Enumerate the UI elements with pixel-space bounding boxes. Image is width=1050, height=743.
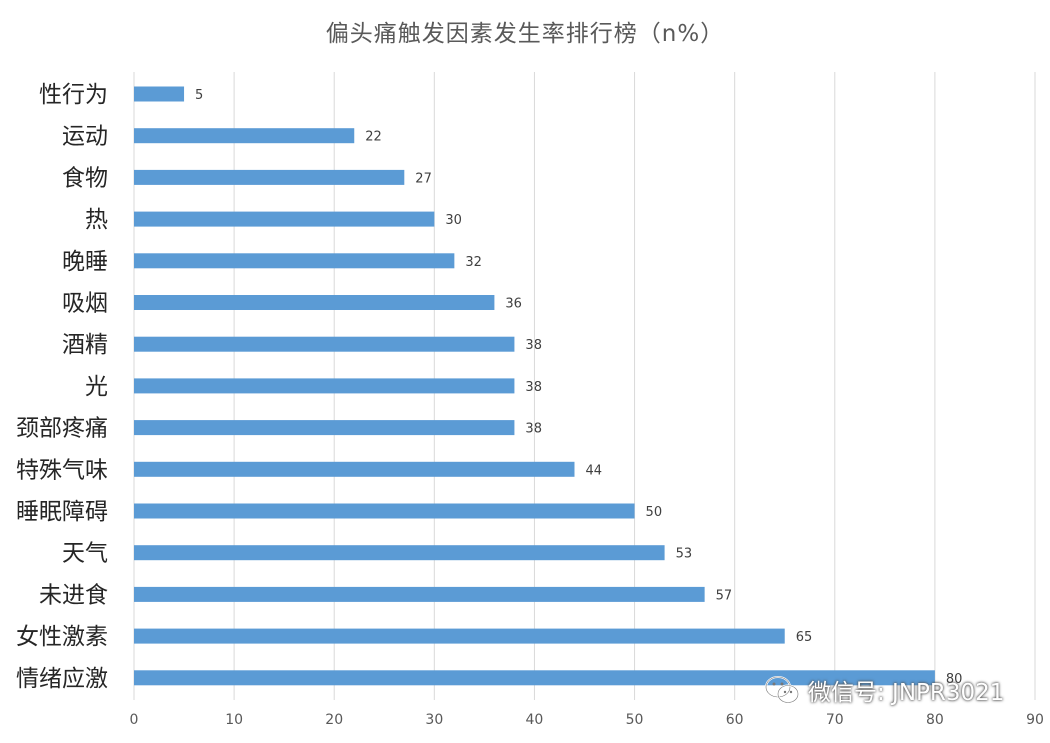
bar: [134, 670, 935, 686]
x-tick-label: 70: [826, 712, 844, 728]
x-tick-label: 90: [1026, 712, 1044, 728]
bar: [134, 128, 355, 144]
data-label: 50: [646, 505, 663, 520]
category-label: 热: [85, 207, 108, 233]
bar: [134, 628, 785, 644]
category-label: 特殊气味: [16, 457, 108, 483]
data-label: 53: [676, 547, 693, 562]
bar: [134, 86, 185, 102]
data-label: 38: [525, 338, 542, 353]
bar: [134, 378, 515, 394]
category-label: 颈部疼痛: [16, 416, 108, 442]
category-label: 吸烟: [62, 291, 108, 317]
category-label: 女性激素: [16, 624, 108, 650]
category-label: 食物: [62, 165, 108, 191]
data-label: 32: [465, 255, 482, 270]
category-label: 光: [85, 374, 108, 400]
data-label: 27: [415, 171, 432, 186]
chart-title: 偏头痛触发因素发生率排行榜（n%）: [325, 21, 725, 47]
data-label: 65: [796, 630, 813, 645]
bar: [134, 503, 635, 519]
watermark: 微信号: JNPR3021: [764, 670, 1044, 710]
x-tick-label: 0: [130, 712, 139, 728]
bar: [134, 586, 705, 602]
data-label: 80: [946, 672, 963, 687]
bar: [134, 336, 515, 352]
category-label: 性行为: [39, 82, 108, 108]
bar: [134, 461, 575, 477]
data-label: 36: [505, 297, 522, 312]
x-tick-label: 10: [225, 712, 243, 728]
category-label: 晚睡: [62, 249, 108, 275]
bar: [134, 253, 455, 269]
wechat-icon: [765, 676, 799, 704]
category-label: 运动: [62, 124, 108, 150]
bar: [134, 295, 495, 310]
data-label: 38: [525, 422, 542, 437]
watermark-text: 微信号: JNPR3021: [808, 680, 1005, 706]
bar: [134, 420, 515, 436]
data-label: 22: [365, 130, 382, 145]
category-label: 天气: [62, 541, 108, 567]
category-label: 未进食: [39, 582, 108, 608]
bar: [134, 169, 405, 185]
x-tick-label: 40: [526, 712, 544, 728]
bar: [134, 545, 665, 561]
data-label: 57: [716, 588, 733, 603]
x-tick-label: 50: [626, 712, 644, 728]
data-label: 5: [195, 88, 203, 103]
data-label: 30: [445, 213, 462, 228]
x-tick-label: 30: [425, 712, 443, 728]
data-label: 44: [585, 463, 602, 478]
category-label: 睡眠障碍: [16, 499, 108, 525]
x-tick-label: 20: [325, 712, 343, 728]
category-label: 酒精: [62, 332, 108, 358]
bar: [134, 211, 435, 227]
data-label: 38: [525, 380, 542, 395]
x-tick-label: 60: [726, 712, 744, 728]
x-tick-label: 80: [926, 712, 944, 728]
category-label: 情绪应激: [16, 666, 108, 692]
